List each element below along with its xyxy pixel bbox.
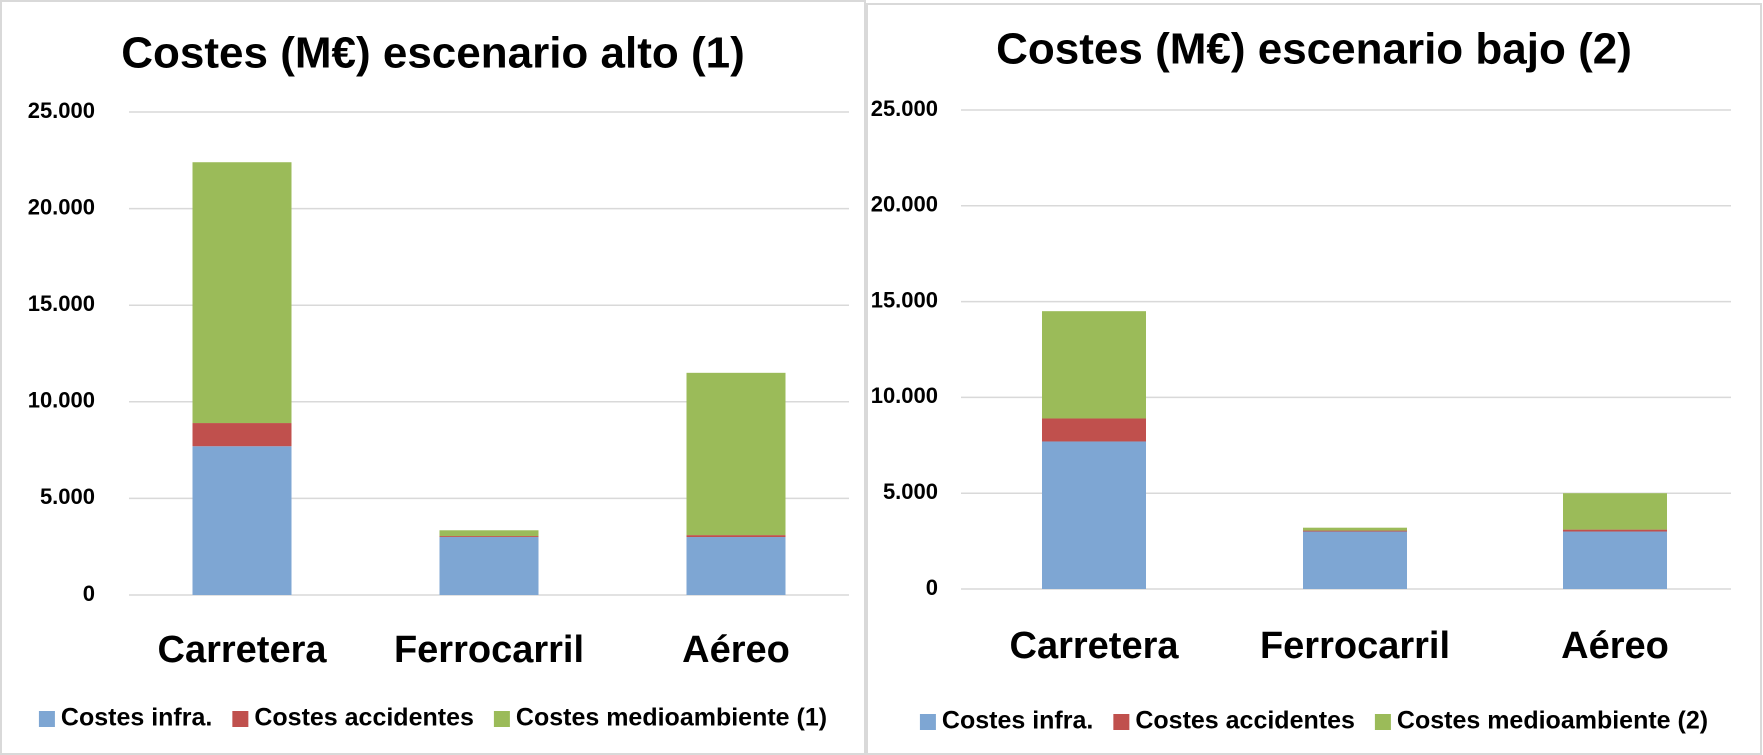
legend-label: Costes infra. <box>942 707 1093 735</box>
legend-label: Costes medioambiente (2) <box>1397 707 1708 735</box>
bar-segment <box>686 372 786 536</box>
y-tick-label: 15.000 <box>28 291 95 316</box>
y-tick-label: 15.000 <box>871 287 938 312</box>
x-tick-label: Aéreo <box>682 629 790 671</box>
y-tick-label: 10.000 <box>28 388 95 413</box>
bar-segment <box>1303 527 1407 531</box>
bar-segment <box>686 537 786 595</box>
legend-swatch <box>919 714 936 730</box>
bar-segment <box>192 423 292 447</box>
legend-swatch <box>38 711 55 727</box>
y-tick-label: 5.000 <box>40 484 95 509</box>
y-tick-label: 10.000 <box>871 383 938 408</box>
bar-segment <box>1563 493 1667 530</box>
legend-swatch <box>232 711 249 727</box>
y-tick-label: 0 <box>83 581 95 606</box>
bar-segment <box>686 535 786 538</box>
legend-label: Costes accidentes <box>1135 707 1355 735</box>
x-tick-label: Carretera <box>158 629 328 671</box>
x-tick-label: Ferrocarril <box>1260 625 1450 667</box>
x-tick-label: Ferrocarril <box>394 629 584 671</box>
y-tick-label: 20.000 <box>871 192 938 217</box>
chart-title: Costes (M€) escenario bajo (2) <box>996 25 1632 74</box>
bar-segment <box>1042 441 1146 589</box>
x-tick-label: Aéreo <box>1561 625 1669 667</box>
bar-segment <box>439 536 539 538</box>
legend-swatch <box>1113 714 1130 730</box>
bar-segment <box>192 162 292 424</box>
panel-2 <box>866 3 1762 755</box>
y-tick-label: 20.000 <box>28 194 95 219</box>
legend-label: Costes medioambiente (1) <box>516 704 827 732</box>
bar-segment <box>439 537 539 595</box>
y-tick-label: 25.000 <box>871 96 938 121</box>
bar-segment <box>1563 529 1667 532</box>
bar-segment <box>1042 418 1146 442</box>
legend-label: Costes accidentes <box>254 704 474 732</box>
bar-segment <box>1563 531 1667 589</box>
bar-segment <box>439 530 539 537</box>
legend-swatch <box>1374 714 1391 730</box>
y-tick-label: 0 <box>926 575 938 600</box>
bar-segment <box>1303 530 1407 532</box>
bar-segment <box>192 446 292 595</box>
legend-swatch <box>493 711 510 727</box>
y-tick-label: 25.000 <box>28 98 95 123</box>
chart-title: Costes (M€) escenario alto (1) <box>121 29 745 78</box>
legend-label: Costes infra. <box>61 704 212 732</box>
y-tick-label: 5.000 <box>883 479 938 504</box>
x-tick-label: Carretera <box>1010 625 1180 667</box>
bar-segment <box>1042 311 1146 419</box>
bar-segment <box>1303 531 1407 589</box>
